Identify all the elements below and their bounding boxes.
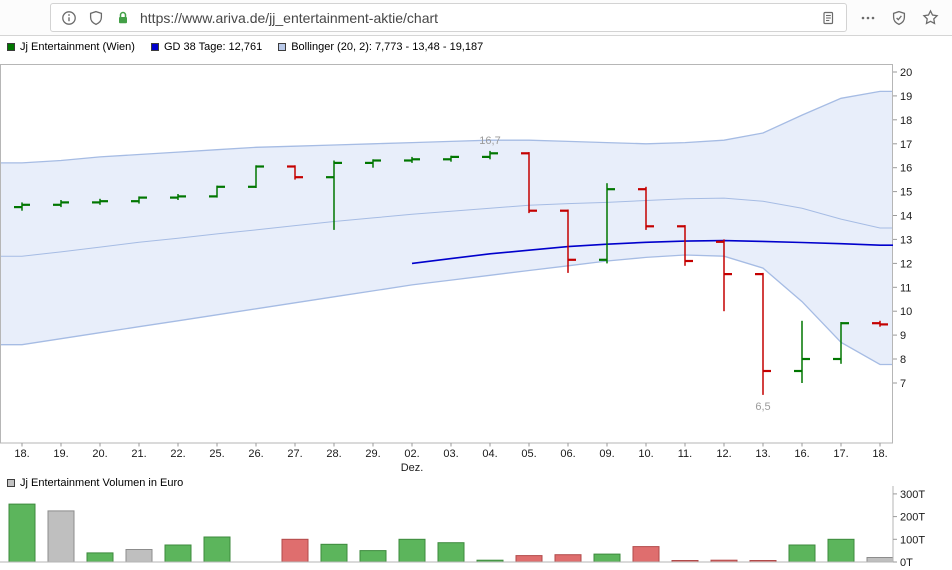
svg-text:18.: 18. (14, 448, 29, 460)
svg-text:18.: 18. (872, 448, 887, 460)
volume-series (8, 503, 894, 563)
tracking-protection-shield-icon[interactable] (86, 8, 106, 28)
svg-text:02.: 02. (404, 448, 419, 460)
svg-text:09.: 09. (599, 448, 614, 460)
browser-chrome: https://www.ariva.de/jj_entertainment-ak… (0, 0, 952, 36)
legend-item-price-series: Jj Entertainment (Wien) (7, 41, 135, 53)
svg-text:300T: 300T (900, 489, 925, 501)
svg-text:8: 8 (900, 354, 906, 366)
svg-text:26.: 26. (248, 448, 263, 460)
svg-text:200T: 200T (900, 512, 925, 524)
price-axis: 20 19 18 17 16 15 14 13 12 11 10 9 8 7 (893, 67, 912, 390)
svg-text:10: 10 (900, 306, 912, 318)
svg-text:20.: 20. (92, 448, 107, 460)
info-icon[interactable] (59, 8, 79, 28)
volume-axis: 300T 200T 100T 0T (0, 486, 925, 569)
price-series-swatch (7, 43, 15, 51)
svg-text:22.: 22. (170, 448, 185, 460)
address-bar[interactable]: https://www.ariva.de/jj_entertainment-ak… (50, 3, 847, 32)
price-annotation: 6,5 (755, 401, 770, 413)
url-text[interactable]: https://www.ariva.de/jj_entertainment-ak… (140, 9, 439, 26)
bollinger-fill (0, 91, 893, 365)
svg-text:06.: 06. (560, 448, 575, 460)
svg-text:17.: 17. (833, 448, 848, 460)
svg-text:27.: 27. (287, 448, 302, 460)
svg-text:04.: 04. (482, 448, 497, 460)
price-series-label: Jj Entertainment (Wien) (20, 41, 135, 53)
svg-text:19: 19 (900, 91, 912, 103)
gd38-swatch (150, 43, 159, 51)
svg-text:7: 7 (900, 378, 906, 390)
month-label: Dez. (401, 462, 424, 474)
bookmark-star-icon[interactable] (920, 8, 940, 28)
legend-item-gd38: GD 38 Tage: 12,761 (150, 41, 263, 53)
lock-icon (113, 8, 133, 28)
svg-text:12: 12 (900, 258, 912, 270)
svg-text:20: 20 (900, 67, 912, 79)
toolbar-right-icons (858, 8, 940, 28)
price-panel-frame (0, 64, 893, 444)
svg-text:16: 16 (900, 163, 912, 175)
svg-text:25.: 25. (209, 448, 224, 460)
svg-text:11: 11 (900, 282, 911, 294)
svg-text:0T: 0T (900, 557, 913, 569)
svg-text:14: 14 (900, 211, 912, 223)
page-actions-more-icon[interactable] (858, 8, 878, 28)
chart-page: 20 19 18 17 16 15 14 13 12 11 10 9 8 7 18. 19. 20. 21. 22.… (0, 36, 952, 570)
bollinger-lower-line (0, 254, 893, 366)
svg-text:10.: 10. (638, 448, 653, 460)
svg-text:05.: 05. (521, 448, 536, 460)
toolbar-left-gutter (0, 0, 50, 35)
chart-legend: Jj Entertainment (Wien) GD 38 Tage: 12,7… (7, 41, 483, 53)
date-axis: 18. 19. 20. 21. 22. 25. 26. 27. 28. 29. 02. 03. 04. 0… (14, 443, 888, 474)
volume-series-swatch (7, 479, 15, 487)
svg-text:19.: 19. (53, 448, 68, 460)
svg-text:28.: 28. (326, 448, 341, 460)
svg-text:12.: 12. (716, 448, 731, 460)
bollinger-band (0, 90, 893, 366)
gd38-label: GD 38 Tage: 12,761 (163, 41, 263, 53)
svg-text:18: 18 (900, 115, 912, 127)
bollinger-upper-line (0, 90, 893, 164)
svg-text:15: 15 (900, 187, 912, 199)
svg-text:16.: 16. (794, 448, 809, 460)
svg-text:29.: 29. (365, 448, 380, 460)
legend-item-bollinger: Bollinger (20, 2): 7,773 - 13,48 - 19,18… (278, 41, 483, 53)
svg-text:21.: 21. (131, 448, 146, 460)
volume-series-label: Jj Entertainment Volumen in Euro (20, 477, 184, 489)
svg-text:17: 17 (900, 139, 912, 151)
svg-text:100T: 100T (900, 534, 925, 546)
ohlc-series (14, 150, 888, 395)
price-annotation: 16,7 (479, 135, 500, 147)
svg-text:9: 9 (900, 330, 906, 342)
svg-text:11.: 11. (678, 448, 692, 460)
svg-text:03.: 03. (443, 448, 458, 460)
reader-mode-icon[interactable] (818, 8, 838, 28)
shield-check-icon[interactable] (889, 8, 909, 28)
stock-chart-canvas: 20 19 18 17 16 15 14 13 12 11 10 9 8 7 18. 19. 20. 21. 22.… (0, 64, 925, 569)
bollinger-swatch (278, 43, 287, 51)
svg-text:13: 13 (900, 234, 912, 246)
volume-legend: Jj Entertainment Volumen in Euro (7, 477, 183, 489)
bollinger-label: Bollinger (20, 2): 7,773 - 13,48 - 19,18… (291, 41, 484, 53)
bollinger-middle-line (0, 197, 893, 257)
svg-text:13.: 13. (755, 448, 770, 460)
gd38-line (411, 239, 893, 265)
